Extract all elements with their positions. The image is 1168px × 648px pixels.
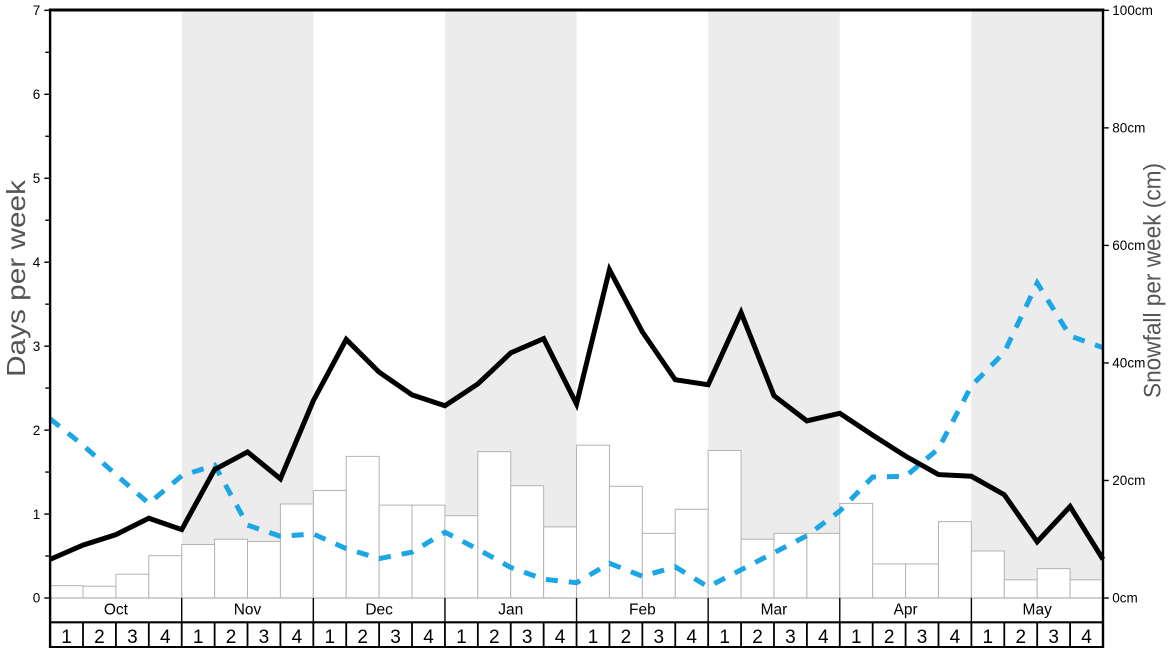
svg-text:4: 4 — [292, 627, 303, 648]
svg-text:3: 3 — [917, 627, 928, 648]
svg-text:3: 3 — [33, 339, 41, 354]
svg-text:4: 4 — [1081, 627, 1092, 648]
svg-text:Dec: Dec — [365, 602, 393, 619]
svg-text:5: 5 — [33, 171, 41, 186]
svg-text:2: 2 — [33, 423, 41, 438]
svg-text:1: 1 — [719, 627, 730, 648]
svg-text:4: 4 — [818, 627, 829, 648]
svg-text:Days per week: Days per week — [1, 179, 31, 377]
svg-text:Snowfall per week (cm): Snowfall per week (cm) — [1140, 163, 1167, 398]
svg-text:2: 2 — [752, 627, 763, 648]
svg-text:20cm: 20cm — [1112, 473, 1145, 488]
svg-text:2: 2 — [884, 627, 895, 648]
svg-text:2: 2 — [489, 627, 500, 648]
svg-text:40cm: 40cm — [1112, 356, 1145, 371]
svg-text:May: May — [1023, 602, 1053, 619]
svg-text:3: 3 — [390, 627, 401, 648]
svg-text:2: 2 — [226, 627, 237, 648]
svg-text:4: 4 — [686, 627, 697, 648]
svg-text:1: 1 — [983, 627, 994, 648]
svg-text:Feb: Feb — [629, 602, 656, 619]
svg-text:0cm: 0cm — [1112, 591, 1138, 606]
svg-text:1: 1 — [456, 627, 467, 648]
svg-text:Oct: Oct — [104, 602, 129, 619]
svg-text:1: 1 — [324, 627, 335, 648]
svg-text:2: 2 — [94, 627, 105, 648]
svg-text:2: 2 — [357, 627, 368, 648]
svg-text:3: 3 — [1048, 627, 1059, 648]
svg-text:100cm: 100cm — [1112, 3, 1153, 18]
svg-text:1: 1 — [33, 507, 41, 522]
svg-text:3: 3 — [522, 627, 533, 648]
svg-text:6: 6 — [33, 87, 41, 102]
svg-text:2: 2 — [1015, 627, 1026, 648]
svg-text:4: 4 — [555, 627, 566, 648]
svg-text:4: 4 — [423, 627, 434, 648]
svg-text:Jan: Jan — [498, 602, 523, 619]
svg-text:3: 3 — [654, 627, 665, 648]
svg-text:Nov: Nov — [234, 602, 262, 619]
svg-text:4: 4 — [160, 627, 171, 648]
svg-text:1: 1 — [588, 627, 599, 648]
svg-text:3: 3 — [127, 627, 138, 648]
svg-text:1: 1 — [193, 627, 204, 648]
svg-text:Mar: Mar — [761, 602, 788, 619]
svg-text:2: 2 — [621, 627, 632, 648]
svg-text:0: 0 — [33, 591, 41, 606]
svg-text:3: 3 — [259, 627, 270, 648]
svg-text:80cm: 80cm — [1112, 121, 1145, 136]
svg-text:3: 3 — [785, 627, 796, 648]
svg-text:1: 1 — [851, 627, 862, 648]
svg-text:Apr: Apr — [894, 602, 918, 619]
svg-text:4: 4 — [33, 255, 41, 270]
svg-text:1: 1 — [61, 627, 72, 648]
svg-text:7: 7 — [33, 3, 41, 18]
svg-text:4: 4 — [950, 627, 961, 648]
svg-text:60cm: 60cm — [1112, 238, 1145, 253]
